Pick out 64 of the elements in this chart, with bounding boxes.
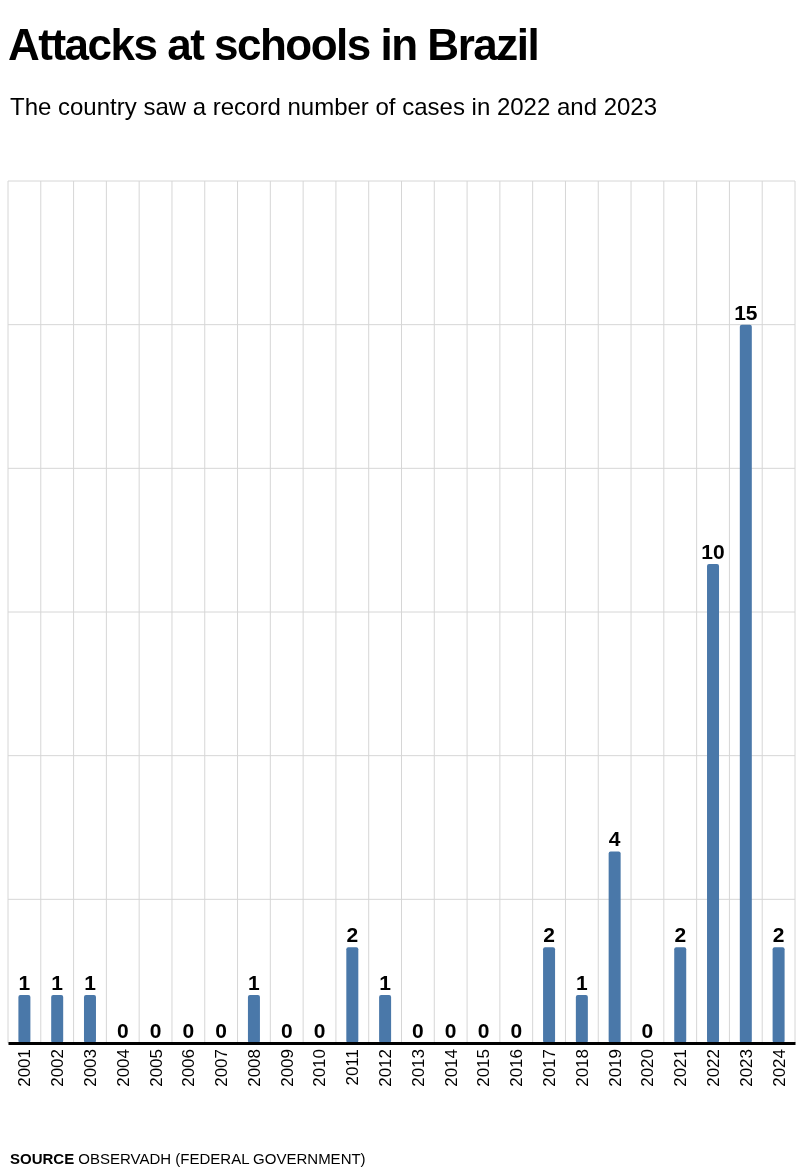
bar: [346, 947, 359, 1043]
x-tick-label: 2009: [277, 1049, 297, 1087]
x-tick-label: 2024: [769, 1049, 789, 1087]
bar: [247, 995, 260, 1043]
bar: [543, 947, 556, 1043]
data-label: 0: [412, 1019, 424, 1042]
x-tick-label: 2003: [80, 1049, 100, 1087]
data-label: 1: [248, 971, 261, 995]
data-label: 2: [772, 923, 785, 947]
x-tick-label: 2013: [408, 1049, 428, 1087]
x-tick-label: 2012: [376, 1049, 396, 1087]
bar: [379, 995, 392, 1043]
x-tick-label: 2022: [703, 1049, 723, 1087]
data-label: 0: [116, 1019, 129, 1042]
bar: [772, 947, 785, 1043]
x-tick-label: 2017: [540, 1049, 560, 1087]
bar: [51, 995, 64, 1043]
data-label: 10: [701, 540, 725, 564]
x-tick-label: 2005: [146, 1049, 166, 1087]
x-tick-label: 2019: [605, 1049, 625, 1087]
data-label: 0: [313, 1019, 326, 1042]
bar: [83, 995, 96, 1043]
x-tick-label: 2010: [310, 1049, 330, 1087]
data-label: 15: [734, 300, 758, 324]
bar: [18, 995, 31, 1043]
x-tick-label: 2007: [212, 1049, 232, 1087]
x-tick-label: 2004: [113, 1049, 133, 1087]
x-tick-label: 2014: [441, 1049, 461, 1087]
x-tick-label: 2015: [474, 1049, 494, 1087]
bar: [674, 947, 687, 1043]
data-label: 1: [84, 971, 97, 995]
data-label: 1: [576, 971, 589, 995]
x-tick-label: 2002: [48, 1049, 68, 1087]
bar: [608, 851, 621, 1043]
data-label: 0: [444, 1019, 457, 1042]
data-label: 0: [477, 1019, 490, 1042]
bar: [575, 995, 588, 1043]
data-label: 1: [379, 971, 392, 995]
x-tick-label: 2011: [343, 1049, 363, 1086]
data-label: 0: [215, 1019, 227, 1042]
chart-subtitle: The country saw a record number of cases in 2022 and 2023: [10, 93, 658, 120]
data-label: 2: [543, 923, 555, 947]
data-label: 4: [608, 827, 621, 851]
x-tick-label: 2006: [179, 1049, 199, 1087]
source-note: SOURCE OBSERVADH (FEDERAL GOVERNMENT): [10, 1150, 366, 1167]
data-label: 0: [149, 1019, 162, 1042]
bar: [707, 564, 720, 1043]
x-tick-label: 2020: [638, 1049, 658, 1087]
x-tick-label: 2016: [507, 1049, 527, 1087]
x-tick-label: 2018: [572, 1049, 592, 1087]
x-tick-label: 2008: [244, 1049, 264, 1087]
bar: [739, 324, 752, 1043]
x-tick-label: 2001: [15, 1049, 35, 1087]
data-label: 0: [641, 1019, 654, 1042]
data-label: 0: [510, 1019, 523, 1042]
data-label: 0: [182, 1019, 195, 1042]
x-tick-label: 2023: [736, 1049, 756, 1087]
x-tick-label: 2021: [671, 1049, 691, 1087]
data-label: 1: [51, 971, 64, 995]
data-label: 2: [346, 923, 359, 947]
chart-title: Attacks at schools in Brazil: [8, 20, 539, 69]
data-label: 2: [674, 923, 687, 947]
data-label: 1: [18, 971, 31, 995]
data-label: 0: [280, 1019, 293, 1042]
